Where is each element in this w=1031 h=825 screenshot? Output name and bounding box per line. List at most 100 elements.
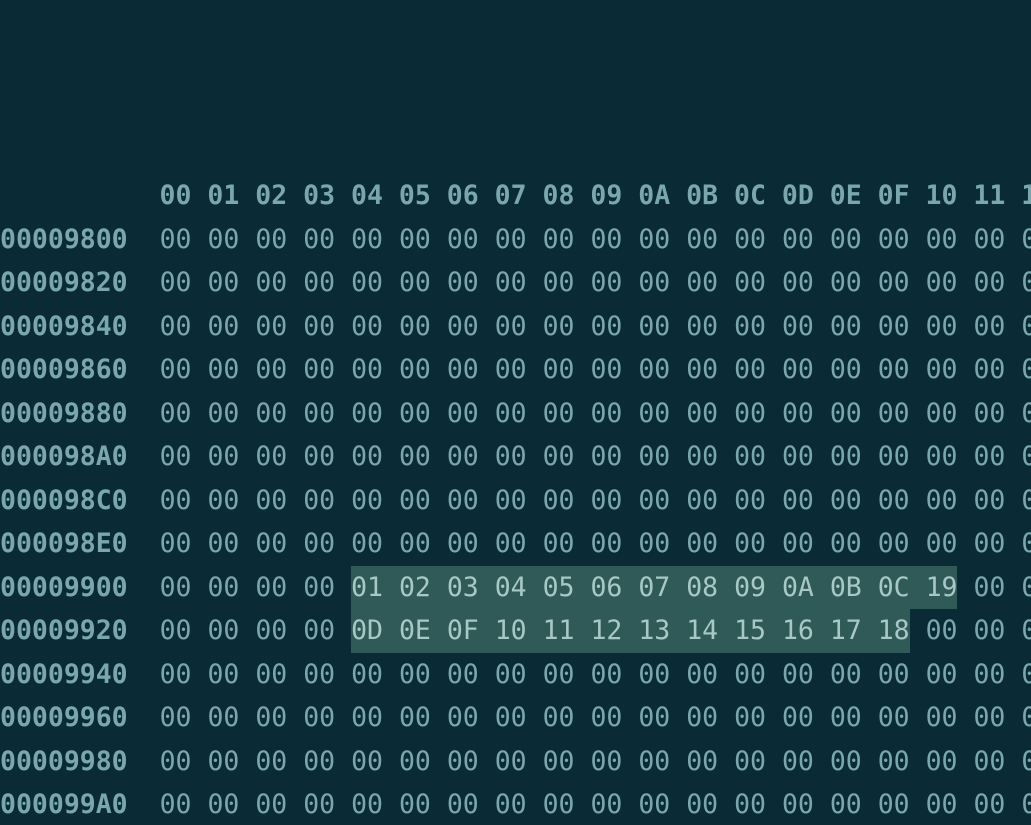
hex-byte[interactable]: 00 — [207, 218, 255, 262]
hex-byte[interactable]: 00 — [973, 653, 1021, 697]
hex-byte[interactable]: 00 — [447, 261, 495, 305]
hex-byte[interactable]: 00 — [878, 696, 926, 740]
hex-byte[interactable]: 0B — [830, 566, 878, 610]
hex-byte[interactable]: 00 — [686, 696, 734, 740]
hex-byte[interactable]: 00 — [351, 653, 399, 697]
hex-byte[interactable]: 00 — [255, 305, 303, 349]
hex-byte[interactable]: 0F — [447, 609, 495, 653]
hex-byte[interactable]: 00 — [1021, 261, 1031, 305]
hex-byte[interactable]: 00 — [495, 348, 543, 392]
hex-byte[interactable]: 00 — [686, 479, 734, 523]
hex-byte[interactable]: 00 — [926, 740, 974, 784]
hex-byte[interactable]: 00 — [351, 305, 399, 349]
hex-byte[interactable]: 01 — [351, 566, 399, 610]
hex-byte[interactable]: 00 — [207, 305, 255, 349]
hex-byte[interactable]: 00 — [447, 740, 495, 784]
hex-byte[interactable]: 00 — [207, 261, 255, 305]
hex-byte[interactable]: 15 — [734, 609, 782, 653]
hex-byte[interactable]: 00 — [1021, 609, 1031, 653]
hex-byte[interactable]: 00 — [495, 522, 543, 566]
hex-byte[interactable]: 00 — [495, 783, 543, 825]
hex-byte[interactable]: 00 — [255, 218, 303, 262]
hex-byte[interactable]: 00 — [447, 783, 495, 825]
hex-byte[interactable]: 00 — [973, 218, 1021, 262]
hex-byte[interactable]: 00 — [255, 740, 303, 784]
hex-byte[interactable]: 00 — [973, 522, 1021, 566]
hex-byte[interactable]: 00 — [973, 348, 1021, 392]
hex-byte[interactable]: 17 — [830, 609, 878, 653]
hex-byte[interactable]: 00 — [399, 261, 447, 305]
hex-byte[interactable]: 00 — [878, 218, 926, 262]
hex-byte[interactable]: 00 — [686, 522, 734, 566]
hex-byte[interactable]: 00 — [255, 696, 303, 740]
hex-byte[interactable]: 00 — [255, 522, 303, 566]
hex-byte[interactable]: 00 — [447, 522, 495, 566]
hex-byte[interactable]: 00 — [926, 392, 974, 436]
hex-byte[interactable]: 00 — [878, 435, 926, 479]
hex-byte[interactable]: 12 — [590, 609, 638, 653]
hex-byte[interactable]: 00 — [878, 479, 926, 523]
hex-byte[interactable]: 00 — [303, 305, 351, 349]
hex-byte[interactable]: 00 — [303, 348, 351, 392]
hex-byte[interactable]: 00 — [878, 522, 926, 566]
hex-byte[interactable]: 00 — [782, 740, 830, 784]
hex-byte[interactable]: 00 — [638, 696, 686, 740]
hex-byte[interactable]: 00 — [160, 696, 208, 740]
hex-byte[interactable]: 00 — [495, 479, 543, 523]
hex-byte[interactable]: 00 — [973, 261, 1021, 305]
hex-byte[interactable]: 00 — [207, 522, 255, 566]
hex-byte[interactable]: 00 — [160, 609, 208, 653]
hex-byte[interactable]: 00 — [638, 783, 686, 825]
hex-byte[interactable]: 00 — [973, 740, 1021, 784]
hex-byte[interactable]: 00 — [160, 218, 208, 262]
hex-byte[interactable]: 00 — [973, 696, 1021, 740]
hex-byte[interactable]: 00 — [160, 479, 208, 523]
hex-byte[interactable]: 00 — [351, 392, 399, 436]
hex-byte[interactable]: 00 — [160, 261, 208, 305]
hex-byte[interactable]: 00 — [351, 261, 399, 305]
hex-byte[interactable]: 00 — [926, 609, 974, 653]
hex-byte[interactable]: 00 — [830, 696, 878, 740]
hex-byte[interactable]: 00 — [1021, 392, 1031, 436]
hex-byte[interactable]: 19 — [926, 566, 958, 610]
hex-byte[interactable]: 00 — [590, 261, 638, 305]
hex-byte[interactable]: 00 — [160, 783, 208, 825]
hex-byte[interactable]: 00 — [303, 740, 351, 784]
hex-byte[interactable]: 00 — [447, 435, 495, 479]
hex-byte[interactable]: 00 — [686, 348, 734, 392]
hex-byte[interactable]: 00 — [207, 392, 255, 436]
hex-byte[interactable]: 03 — [447, 566, 495, 610]
hex-byte[interactable]: 00 — [303, 696, 351, 740]
hex-byte[interactable]: 00 — [399, 740, 447, 784]
hex-byte[interactable]: 00 — [734, 479, 782, 523]
hex-byte[interactable]: 00 — [878, 740, 926, 784]
hex-byte[interactable]: 00 — [973, 435, 1021, 479]
hex-byte[interactable]: 00 — [543, 522, 591, 566]
hex-byte[interactable]: 00 — [303, 261, 351, 305]
hex-byte[interactable]: 00 — [495, 653, 543, 697]
hex-byte[interactable]: 00 — [830, 783, 878, 825]
hex-byte[interactable]: 00 — [734, 522, 782, 566]
hex-byte[interactable]: 00 — [638, 522, 686, 566]
hex-byte[interactable]: 00 — [160, 566, 208, 610]
hex-byte[interactable]: 00 — [973, 566, 1021, 610]
hex-byte[interactable]: 00 — [303, 653, 351, 697]
hex-byte[interactable]: 00 — [351, 740, 399, 784]
hex-byte[interactable]: 00 — [447, 653, 495, 697]
hex-byte[interactable]: 00 — [1021, 348, 1031, 392]
hex-byte[interactable]: 00 — [495, 305, 543, 349]
hex-byte[interactable]: 00 — [590, 305, 638, 349]
hex-byte[interactable]: 00 — [638, 348, 686, 392]
hex-byte[interactable]: 00 — [160, 522, 208, 566]
hex-byte[interactable]: 00 — [255, 435, 303, 479]
hex-byte[interactable]: 00 — [638, 740, 686, 784]
hex-byte[interactable]: 00 — [973, 392, 1021, 436]
hex-selection[interactable]: 0D 0E 0F 10 11 12 13 14 15 16 17 18 — [351, 609, 910, 653]
hex-byte[interactable]: 00 — [1021, 783, 1031, 825]
hex-byte[interactable]: 00 — [1021, 653, 1031, 697]
hex-byte[interactable]: 00 — [351, 522, 399, 566]
hex-byte[interactable]: 00 — [638, 261, 686, 305]
hex-byte[interactable]: 00 — [590, 392, 638, 436]
hex-byte[interactable]: 00 — [160, 653, 208, 697]
hex-byte[interactable]: 00 — [782, 653, 830, 697]
